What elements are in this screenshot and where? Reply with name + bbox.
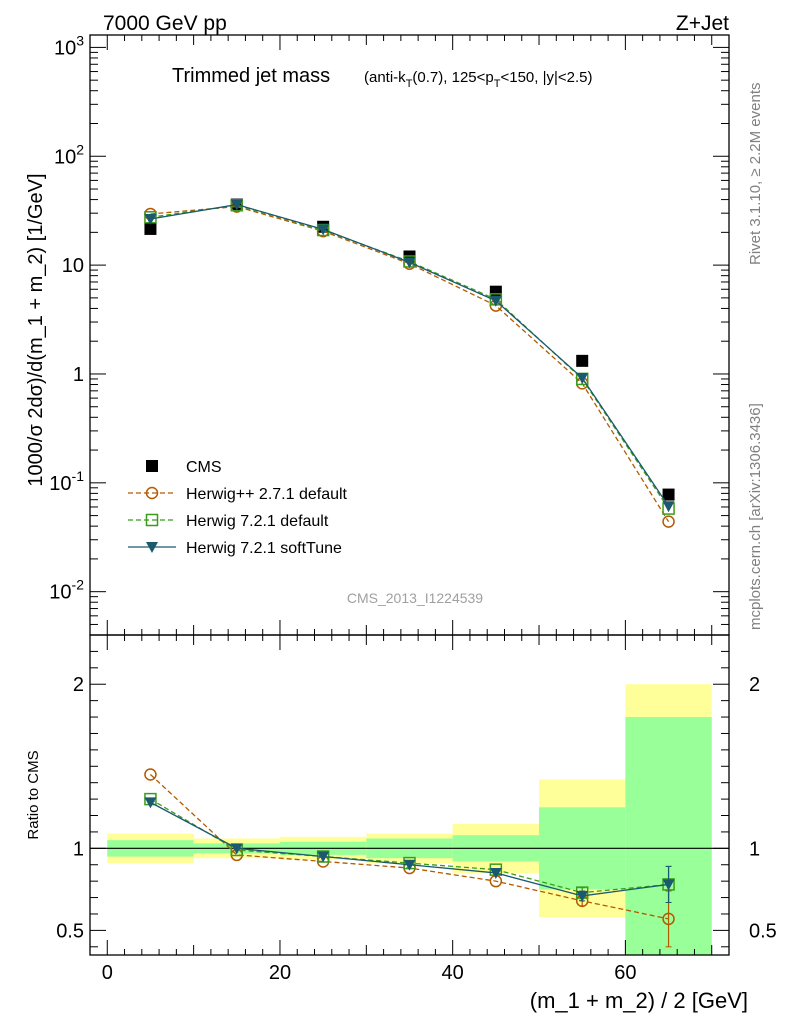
x-tick-label-20: 20 <box>269 962 291 984</box>
y-axis-label: 1000/σ 2dσ)/d(m_1 + m_2) [1/GeV] <box>25 173 47 486</box>
series-0-point-6 <box>662 515 675 528</box>
x-tick-label-60: 60 <box>614 962 636 984</box>
tick-labels: 0 20 40 60 10-2 10-1 1 10 102 103 0.5 0.5 1 1 2 2 <box>49 32 777 984</box>
y-tick-label-2: 1 <box>73 364 84 386</box>
legend-entry-0: CMS <box>146 459 222 476</box>
ratio-tick-label-right-2: 2 <box>749 674 760 696</box>
legend-marker-2 <box>145 513 159 527</box>
mcplots-label: mcplots.cern.ch [arXiv:1306.3436] <box>747 403 764 630</box>
chart-title-main: Trimmed jet mass <box>172 65 330 87</box>
legend-label-2: Herwig 7.2.1 default <box>186 513 329 530</box>
ratio-tick-label-left-0: 0.5 <box>56 920 84 942</box>
y-tick-label-1: 10-1 <box>49 468 84 495</box>
legend: CMS Herwig++ 2.7.1 default Herwig 7.2.1 de… <box>128 459 348 557</box>
header-right: Z+Jet <box>676 12 729 35</box>
axes-frames <box>89 34 730 956</box>
x-axis-label: (m_1 + m_2) / 2 [GeV] <box>530 988 748 1013</box>
legend-marker-3 <box>146 542 158 553</box>
ratio-tick-label-left-1: 1 <box>73 838 84 860</box>
series-2-point-0 <box>144 214 157 226</box>
x-tick-label-40: 40 <box>442 962 464 984</box>
series-2-point-5 <box>576 372 589 384</box>
watermark: CMS_2013_I1224539 <box>347 590 483 606</box>
ratio-bands <box>107 684 712 955</box>
x-tick-label-0: 0 <box>102 962 113 984</box>
data-point-0 <box>144 222 157 235</box>
data-point-5 <box>576 354 589 367</box>
legend-entry-3: Herwig 7.2.1 softTune <box>128 540 342 557</box>
series-2-ratio-point-4 <box>489 867 502 879</box>
legend-label-3: Herwig 7.2.1 softTune <box>186 540 342 557</box>
series-2-point-1 <box>230 199 243 211</box>
legend-label-1: Herwig++ 2.7.1 default <box>186 486 348 503</box>
series-line-main-2 <box>150 203 670 507</box>
series-2-point-4 <box>489 295 502 307</box>
ratio-tick-label-right-0: 0.5 <box>749 920 777 942</box>
series-2-ratio-point-1 <box>230 843 243 855</box>
chart-title-detail: (anti-kT(0.7), 125<pT<150, |y|<2.5) <box>364 69 593 90</box>
series-2-ratio-point-5 <box>576 890 589 902</box>
header-left: 7000 GeV pp <box>103 12 227 35</box>
y-tick-label-3: 10 <box>62 255 84 277</box>
series-2-ratio-point-0 <box>144 797 157 809</box>
series-0-ratio-point-6 <box>662 912 675 926</box>
ratio-tick-label-right-1: 1 <box>749 838 760 860</box>
legend-marker-1 <box>145 486 159 500</box>
series-2-ratio-point-3 <box>403 859 416 871</box>
series-2-point-3 <box>403 257 416 269</box>
data-point-6 <box>662 488 675 501</box>
y-tick-label-4: 102 <box>54 141 84 168</box>
legend-entry-2: Herwig 7.2.1 default <box>128 513 329 530</box>
legend-label-0: CMS <box>186 459 222 476</box>
ratio-y-axis-label: Ratio to CMS <box>25 750 42 839</box>
series-2-point-6 <box>662 501 675 513</box>
series-2-point-2 <box>317 224 330 236</box>
tick-marks <box>90 35 729 955</box>
data-point-4 <box>489 285 502 298</box>
legend-entry-1: Herwig++ 2.7.1 default <box>128 486 348 503</box>
series-0-ratio-point-0 <box>144 768 157 781</box>
y-tick-label-5: 103 <box>54 32 84 59</box>
series-2-ratio-point-2 <box>317 851 330 863</box>
rivet-label: Rivet 3.1.10, ≥ 2.2M events <box>747 83 764 266</box>
ratio-frame <box>89 634 730 956</box>
series-layer <box>144 198 675 948</box>
chart-title: Trimmed jet mass (anti-kT(0.7), 125<pT<1… <box>172 65 593 90</box>
legend-marker-0 <box>146 460 158 472</box>
series-2-ratio-point-6 <box>662 879 675 891</box>
ratio-tick-label-left-2: 2 <box>73 674 84 696</box>
y-tick-label-0: 10-2 <box>49 577 84 604</box>
